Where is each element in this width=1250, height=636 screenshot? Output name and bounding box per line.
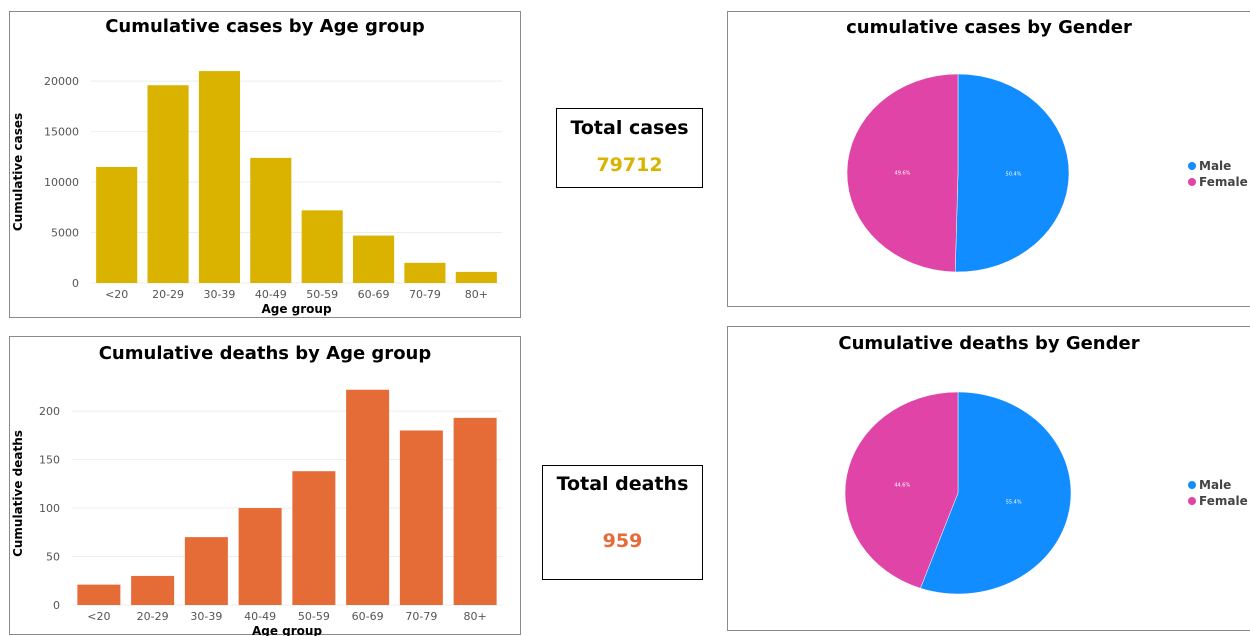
bar[interactable] bbox=[346, 389, 390, 605]
x-axis-title: Age group bbox=[252, 624, 322, 636]
cases-by-age-title: Cumulative cases by Age group bbox=[105, 16, 425, 37]
bar[interactable] bbox=[301, 210, 343, 283]
bar[interactable] bbox=[198, 71, 240, 283]
x-tick-label: 50-59 bbox=[298, 610, 330, 623]
bar[interactable] bbox=[238, 508, 282, 605]
x-tick-label: 30-39 bbox=[203, 288, 235, 301]
legend-label-female[interactable]: Female bbox=[1199, 175, 1248, 189]
bar[interactable] bbox=[353, 235, 395, 283]
y-tick-label: 10000 bbox=[44, 176, 79, 189]
legend-label-female[interactable]: Female bbox=[1199, 494, 1248, 508]
pie-slice-female[interactable] bbox=[846, 73, 959, 273]
slice-percent-label: 50.4% bbox=[1006, 172, 1022, 178]
y-tick-label: 5000 bbox=[51, 227, 79, 240]
total-deaths-label: Total deaths bbox=[556, 473, 689, 495]
bar[interactable] bbox=[292, 471, 336, 605]
bar[interactable] bbox=[184, 537, 228, 605]
pie-slice-male[interactable] bbox=[954, 73, 1070, 273]
cases-by-age-chart: Cumulative cases by Age group 0 5000 10000… bbox=[9, 11, 521, 318]
x-tick-label: 40-49 bbox=[255, 288, 287, 301]
deaths-by-gender-chart: Cumulative deaths by Gender 55.4% 44.6% Ma… bbox=[727, 326, 1250, 631]
x-tick-label: 50-59 bbox=[306, 288, 338, 301]
bar[interactable] bbox=[96, 166, 138, 283]
deaths-by-gender-plot: 55.4% 44.6% Male Female bbox=[844, 391, 1248, 595]
x-tick-label: 70-79 bbox=[409, 288, 441, 301]
x-tick-label: 80+ bbox=[464, 610, 487, 623]
deaths-by-age-plot: 0 50 100 150 200 <20 20-29 30-39 40-49 50-59 60-69… bbox=[11, 389, 502, 636]
y-tick-label: 100 bbox=[39, 502, 60, 515]
y-tick-label: 50 bbox=[46, 551, 60, 564]
total-cases-card: Total cases 79712 bbox=[556, 108, 703, 188]
bar[interactable] bbox=[131, 575, 175, 605]
x-tick-label: 60-69 bbox=[358, 288, 390, 301]
total-deaths-value: 959 bbox=[602, 530, 643, 552]
x-tick-label: 30-39 bbox=[190, 610, 222, 623]
x-tick-label: 20-29 bbox=[137, 610, 169, 623]
x-tick-label: <20 bbox=[87, 610, 110, 623]
x-tick-label: 40-49 bbox=[244, 610, 276, 623]
x-tick-label: 70-79 bbox=[405, 610, 437, 623]
y-tick-label: 20000 bbox=[44, 75, 79, 88]
y-tick-label: 0 bbox=[53, 599, 60, 612]
bar[interactable] bbox=[399, 430, 443, 605]
legend-label-male[interactable]: Male bbox=[1199, 159, 1231, 173]
bar[interactable] bbox=[250, 157, 292, 283]
deaths-by-gender-title: Cumulative deaths by Gender bbox=[838, 333, 1140, 354]
y-tick-label: 0 bbox=[72, 277, 79, 290]
y-axis-title: Cumulative cases bbox=[11, 113, 25, 231]
legend-marker bbox=[1188, 497, 1196, 505]
bar[interactable] bbox=[77, 584, 121, 605]
cases-by-age-plot: 0 5000 10000 15000 20000 <20 20-29 30-39 40-49 50… bbox=[11, 71, 502, 316]
x-tick-label: 20-29 bbox=[152, 288, 184, 301]
pie-slice-female[interactable] bbox=[844, 391, 959, 589]
x-axis-title: Age group bbox=[261, 302, 331, 316]
y-axis-title: Cumulative deaths bbox=[11, 430, 25, 557]
cases-by-gender-title: cumulative cases by Gender bbox=[846, 17, 1132, 38]
y-tick-label: 15000 bbox=[44, 126, 79, 139]
x-tick-label: 80+ bbox=[465, 288, 488, 301]
legend-marker bbox=[1188, 178, 1196, 186]
cases-by-gender-chart: cumulative cases by Gender 50.4% 49.6% Mal… bbox=[727, 11, 1250, 307]
y-tick-label: 150 bbox=[39, 454, 60, 467]
deaths-by-age-title: Cumulative deaths by Age group bbox=[98, 343, 432, 364]
bar[interactable] bbox=[147, 85, 189, 283]
slice-percent-label: 44.6% bbox=[894, 482, 910, 488]
x-tick-label: <20 bbox=[105, 288, 128, 301]
legend-label-male[interactable]: Male bbox=[1199, 478, 1231, 492]
slice-percent-label: 55.4% bbox=[1006, 500, 1022, 506]
total-deaths-card: Total deaths 959 bbox=[542, 465, 703, 580]
legend-marker bbox=[1188, 162, 1196, 170]
bar[interactable] bbox=[453, 417, 497, 605]
x-tick-label: 60-69 bbox=[352, 610, 384, 623]
total-cases-value: 79712 bbox=[596, 154, 663, 176]
bar[interactable] bbox=[455, 271, 497, 283]
cases-by-gender-plot: 50.4% 49.6% Male Female bbox=[846, 73, 1248, 273]
legend-marker bbox=[1188, 481, 1196, 489]
y-tick-label: 200 bbox=[39, 405, 60, 418]
bar[interactable] bbox=[404, 262, 446, 283]
total-cases-label: Total cases bbox=[570, 117, 689, 139]
slice-percent-label: 49.6% bbox=[895, 170, 911, 176]
deaths-by-age-chart: Cumulative deaths by Age group 0 50 100 150… bbox=[9, 336, 521, 636]
